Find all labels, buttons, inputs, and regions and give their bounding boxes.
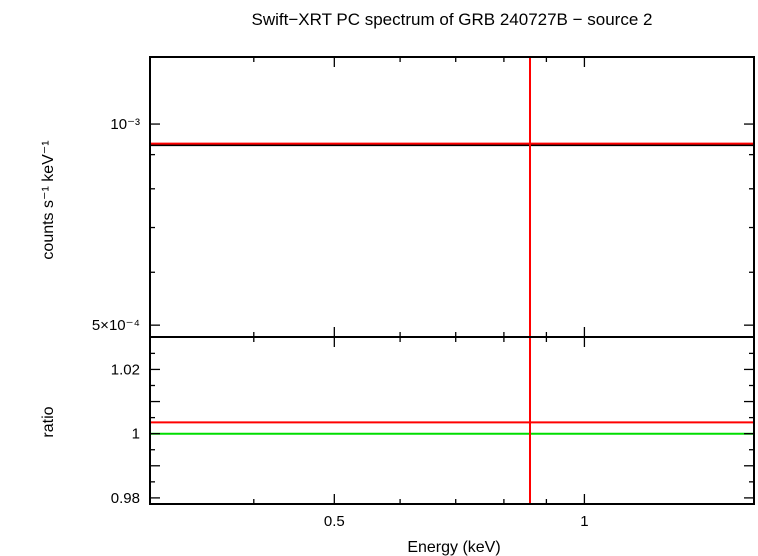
x-tick-label: 1: [580, 513, 588, 530]
y-tick-label: 5×10⁻⁴: [92, 317, 140, 334]
series-group: [150, 337, 754, 504]
plot-frame: [149, 336, 755, 505]
y-tick-label: 10⁻³: [110, 116, 140, 133]
y-axis-label-ratio: ratio: [40, 406, 57, 437]
y-tick-label: 1.02: [111, 361, 140, 378]
panel-ratio: 1.02 1 0.98 0.5 1: [111, 336, 755, 530]
series-group: [150, 57, 754, 337]
x-axis-label: Energy (keV): [407, 539, 500, 556]
panels: 10⁻³ 5×10⁻⁴ 1.02 1 0.98 0.5 1: [92, 56, 755, 530]
y-tick-label: 0.98: [111, 490, 140, 507]
y-axis-label-spectrum: counts s⁻¹ keV⁻¹: [40, 140, 57, 259]
y-tick-label: 1: [132, 426, 140, 443]
plot-frame: [149, 56, 755, 338]
panel-spectrum: 10⁻³ 5×10⁻⁴: [92, 56, 755, 338]
x-tick-label: 0.5: [324, 513, 345, 530]
chart-title: Swift−XRT PC spectrum of GRB 240727B − s…: [252, 10, 653, 29]
